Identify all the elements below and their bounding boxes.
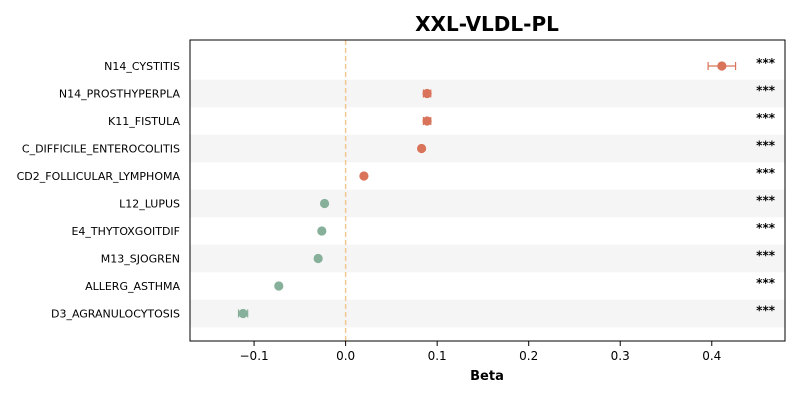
y-tick-label: D3_AGRANULOCYTOSIS bbox=[51, 308, 180, 321]
row-band bbox=[190, 299, 785, 328]
row-band bbox=[190, 189, 785, 218]
data-point bbox=[359, 171, 369, 181]
y-tick-label: N14_PROSTHYPERPLA bbox=[59, 88, 181, 101]
x-tick-label: 0.3 bbox=[611, 349, 630, 363]
y-tick-label: C_DIFFICILE_ENTEROCOLITIS bbox=[22, 143, 180, 156]
y-tick-label: ALLERG_ASTHMA bbox=[85, 280, 180, 293]
y-tick-label: CD2_FOLLICULAR_LYMPHOMA bbox=[17, 170, 181, 183]
significance-label: *** bbox=[756, 194, 776, 208]
y-tick-label: M13_SJOGREN bbox=[101, 253, 180, 266]
x-axis: −0.1 0.0 0.1 0.2 0.3 0.4 bbox=[240, 341, 721, 363]
data-point bbox=[274, 281, 284, 291]
data-points bbox=[238, 61, 727, 319]
row-band bbox=[190, 79, 785, 108]
data-point bbox=[422, 88, 432, 99]
x-tick-label: −0.1 bbox=[240, 349, 269, 363]
row-band bbox=[190, 134, 785, 163]
significance-label: *** bbox=[756, 139, 776, 153]
x-axis-label: Beta bbox=[470, 369, 504, 384]
significance-label: *** bbox=[756, 111, 776, 125]
row-band bbox=[190, 244, 785, 273]
significance-label: *** bbox=[756, 84, 776, 98]
significance-label: *** bbox=[756, 166, 776, 180]
significance-label: *** bbox=[756, 221, 776, 235]
y-tick-label: E4_THYTOXGOITDIF bbox=[71, 225, 180, 238]
significance-label: *** bbox=[756, 276, 776, 290]
y-axis-labels: N14_CYSTITIS N14_PROSTHYPERPLA K11_FISTULA… bbox=[17, 60, 181, 321]
data-point bbox=[422, 116, 432, 126]
data-point bbox=[416, 143, 427, 154]
y-tick-label: L12_LUPUS bbox=[119, 198, 180, 211]
row-bands bbox=[190, 79, 785, 328]
x-tick-label: 0.0 bbox=[336, 349, 355, 363]
data-point bbox=[717, 61, 727, 71]
x-tick-label: 0.2 bbox=[519, 349, 538, 363]
significance-label: *** bbox=[756, 304, 776, 318]
data-point bbox=[319, 198, 330, 209]
chart-title: XXL-VLDL-PL bbox=[415, 12, 559, 36]
data-point bbox=[313, 253, 323, 264]
x-tick-label: 0.1 bbox=[428, 349, 447, 363]
x-tick-label: 0.4 bbox=[702, 349, 721, 363]
y-tick-label: N14_CYSTITIS bbox=[104, 60, 180, 73]
data-point bbox=[238, 308, 248, 319]
significance-label: *** bbox=[756, 249, 776, 263]
plot-frame bbox=[189, 39, 786, 342]
y-tick-label: K11_FISTULA bbox=[108, 115, 180, 128]
significance-label: *** bbox=[756, 56, 776, 70]
data-point bbox=[317, 226, 327, 236]
significance-labels: *** *** *** *** *** *** *** *** *** *** bbox=[756, 56, 776, 318]
